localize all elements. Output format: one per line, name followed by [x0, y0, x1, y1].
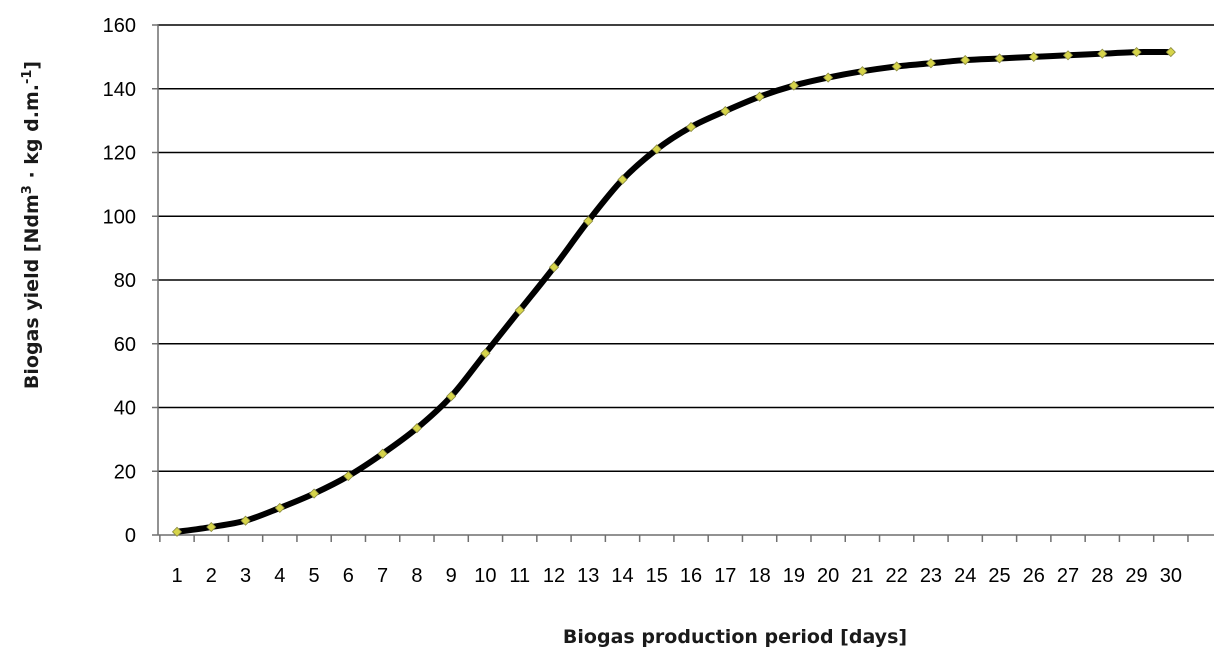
data-markers [171, 47, 1176, 537]
data-point-day-26 [1028, 51, 1039, 62]
data-point-day-16 [685, 121, 697, 133]
y-tick-label-80: 80 [114, 270, 136, 292]
y-tick-label-60: 60 [114, 334, 136, 356]
x-tick-label-13: 13 [577, 565, 599, 587]
x-tick-label-12: 12 [543, 565, 565, 587]
y-axis-title: Biogas yield [Ndm3 · kg d.m.-1] [20, 61, 43, 389]
data-point-day-19 [788, 80, 799, 91]
x-tick-label-11: 11 [509, 565, 530, 587]
data-point-day-4 [274, 502, 285, 513]
x-tick-label-5: 5 [309, 565, 320, 587]
y-tick-label-160: 160 [103, 15, 136, 37]
y-tick-label-140: 140 [103, 79, 136, 101]
x-tick-label-27: 27 [1057, 565, 1079, 587]
data-point-day-2 [206, 521, 217, 533]
x-tick-label-28: 28 [1091, 565, 1113, 587]
data-point-day-6 [343, 470, 354, 482]
data-point-day-12 [548, 262, 560, 273]
y-tick-label-0: 0 [125, 525, 136, 547]
x-tick-label-26: 26 [1023, 565, 1045, 587]
y-tick-label-100: 100 [103, 206, 136, 228]
x-axis-tick-labels: 1 2 3 4 5 6 7 8 9 10 11 12 13 14 15 16 17 18 19 20 21 22 23 24 2… [171, 565, 1182, 587]
data-point-day-5 [309, 488, 320, 499]
x-tick-label-15: 15 [646, 565, 668, 587]
y-axis-tick-labels: 0 20 40 60 80 100 120 140 160 [103, 15, 136, 547]
data-point-day-8 [411, 423, 422, 434]
x-tick-label-1: 1 [171, 565, 182, 587]
x-tick-label-19: 19 [783, 565, 805, 587]
y-axis-title-sup2: -1 [20, 70, 35, 84]
data-point-day-14 [617, 174, 628, 185]
x-tick-label-24: 24 [954, 565, 976, 587]
y-tick-label-20: 20 [114, 461, 136, 483]
data-point-day-9 [446, 391, 457, 402]
data-point-day-22 [891, 61, 902, 72]
x-tick-label-2: 2 [206, 565, 217, 587]
data-point-day-23 [925, 58, 937, 69]
data-point-day-28 [1097, 48, 1108, 59]
x-tick-label-16: 16 [680, 565, 702, 587]
x-tick-label-4: 4 [274, 565, 285, 587]
data-point-day-11 [514, 305, 525, 316]
x-tick-label-9: 9 [446, 565, 457, 587]
y-tick-label-40: 40 [114, 398, 136, 420]
data-point-day-1 [171, 526, 183, 537]
series-0-line [174, 48, 1174, 535]
data-point-day-25 [994, 53, 1005, 64]
data-point-day-21 [857, 66, 868, 77]
x-tick-label-17: 17 [714, 565, 736, 587]
y-tick-label-120: 120 [103, 143, 136, 165]
x-axis-title: Biogas production period [days] [563, 626, 907, 648]
data-point-day-15 [651, 144, 662, 155]
data-point-day-18 [754, 91, 765, 102]
data-point-day-7 [377, 448, 388, 459]
x-tick-label-29: 29 [1125, 565, 1147, 587]
x-tick-label-22: 22 [886, 565, 908, 587]
data-point-day-10 [480, 348, 491, 359]
x-tick-label-21: 21 [851, 565, 873, 587]
data-point-day-17 [720, 105, 731, 117]
x-tick-label-8: 8 [411, 565, 422, 587]
x-tick-label-23: 23 [920, 565, 942, 587]
y-axis-title-part1: Biogas yield [Ndm [21, 194, 43, 389]
series-line [174, 48, 1174, 535]
x-tick-label-20: 20 [817, 565, 839, 587]
y-axis-title-sup1: 3 [20, 185, 35, 194]
x-tick-label-10: 10 [474, 565, 496, 587]
data-point-day-3 [240, 515, 251, 526]
data-point-day-24 [960, 54, 971, 66]
data-point-day-13 [583, 215, 594, 227]
x-tick-label-30: 30 [1160, 565, 1182, 587]
x-tick-label-6: 6 [343, 565, 354, 587]
gridlines [158, 24, 1214, 473]
data-point-day-30 [1165, 47, 1176, 58]
data-point-day-27 [1062, 50, 1074, 61]
x-tick-label-7: 7 [377, 565, 388, 587]
y-axis-title-part3: ] [21, 61, 43, 70]
y-axis-title-part2: · kg d.m. [21, 84, 43, 185]
x-tick-label-25: 25 [988, 565, 1010, 587]
x-tick-label-14: 14 [611, 565, 633, 587]
data-point-day-20 [823, 72, 834, 83]
x-tick-label-18: 18 [748, 565, 770, 587]
axes [152, 24, 1214, 542]
data-point-day-29 [1131, 47, 1142, 58]
x-tick-label-3: 3 [240, 565, 251, 587]
